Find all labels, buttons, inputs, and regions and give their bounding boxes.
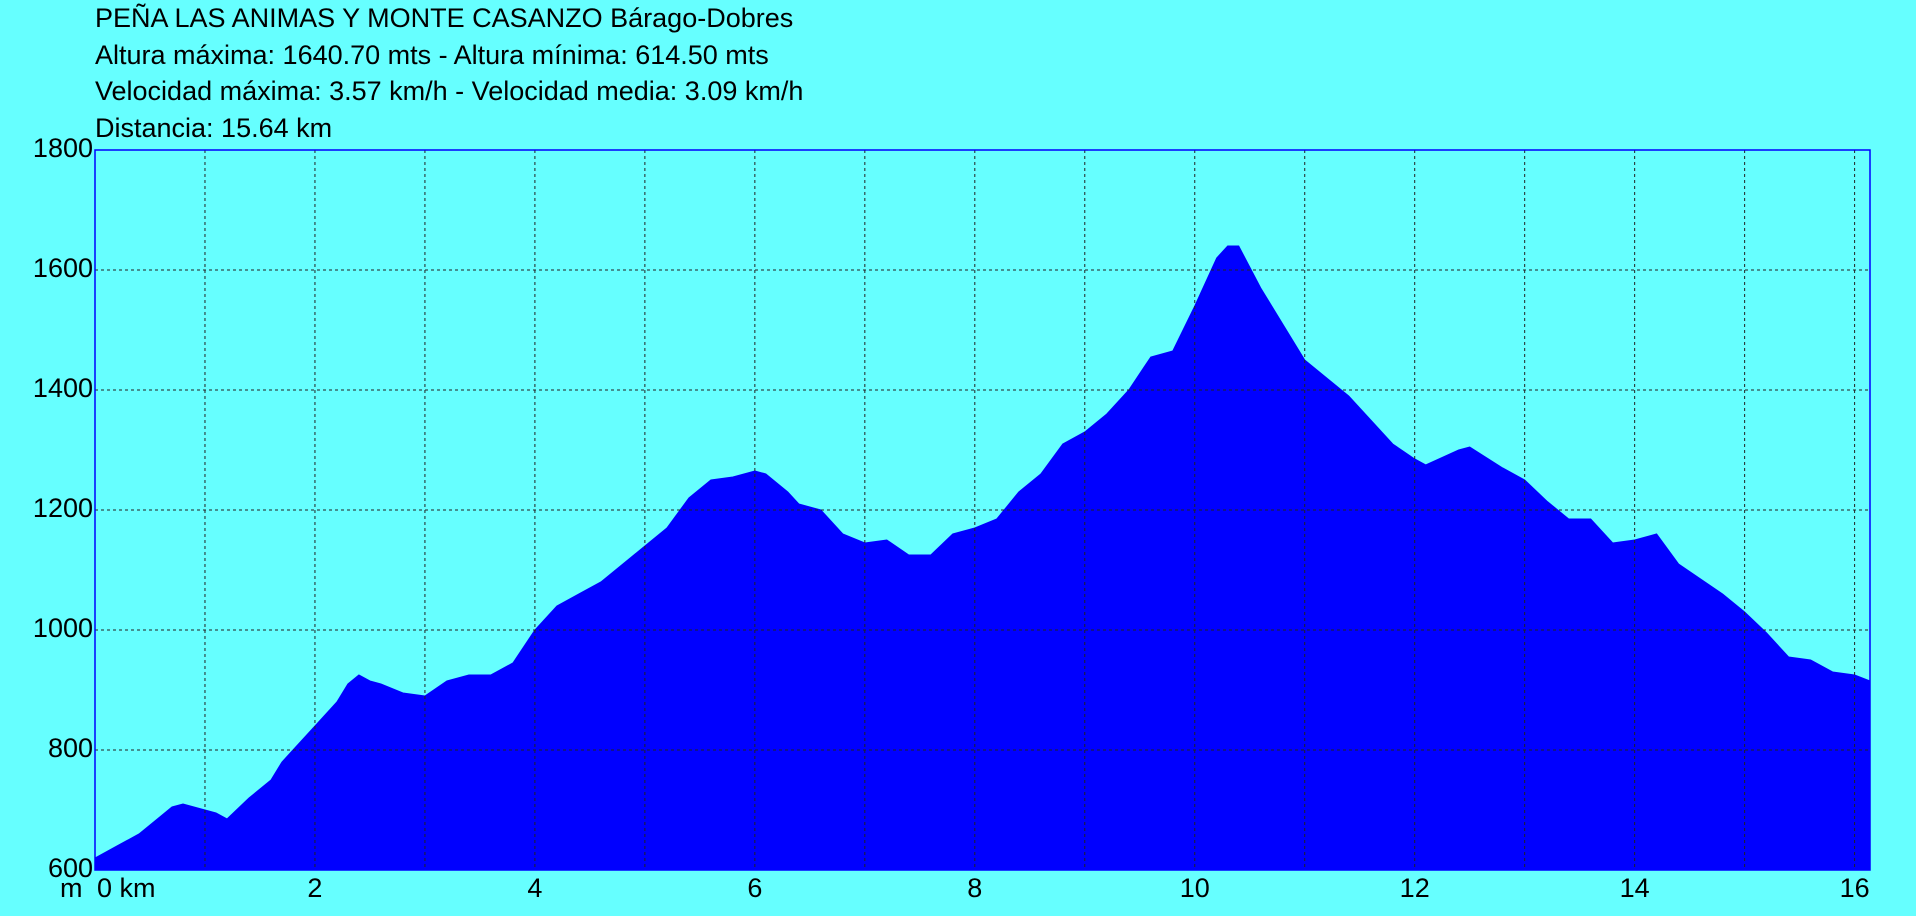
x-tick-label: 16 (1840, 873, 1870, 903)
y-tick-label: 1600 (33, 253, 93, 283)
x-tick-label: 6 (747, 873, 762, 903)
y-tick-label: 1800 (33, 133, 93, 163)
chart-title: PEÑA LAS ANIMAS Y MONTE CASANZO Bárago-D… (95, 2, 793, 33)
y-tick-label: 600 (48, 853, 93, 883)
x-tick-label: 8 (967, 873, 982, 903)
y-tick-label: 1000 (33, 613, 93, 643)
x-tick-label: 12 (1400, 873, 1430, 903)
x-tick-label: 10 (1180, 873, 1210, 903)
x-tick-label: 4 (527, 873, 542, 903)
x-tick-label: 14 (1620, 873, 1650, 903)
subtitle: Altura máxima: 1640.70 mts - Altura míni… (95, 40, 769, 70)
y-tick-label: 1200 (33, 493, 93, 523)
subtitle: Distancia: 15.64 km (95, 113, 332, 143)
elevation-area (94, 245, 1871, 871)
y-tick-label: 1400 (33, 373, 93, 403)
plot-border (94, 149, 1871, 871)
y-tick-label: 800 (48, 733, 93, 763)
x-tick-label: 0 km (97, 873, 156, 903)
y-axis-label: m (60, 873, 83, 903)
subtitle: Velocidad máxima: 3.57 km/h - Velocidad … (95, 76, 803, 106)
x-tick-label: 2 (307, 873, 322, 903)
